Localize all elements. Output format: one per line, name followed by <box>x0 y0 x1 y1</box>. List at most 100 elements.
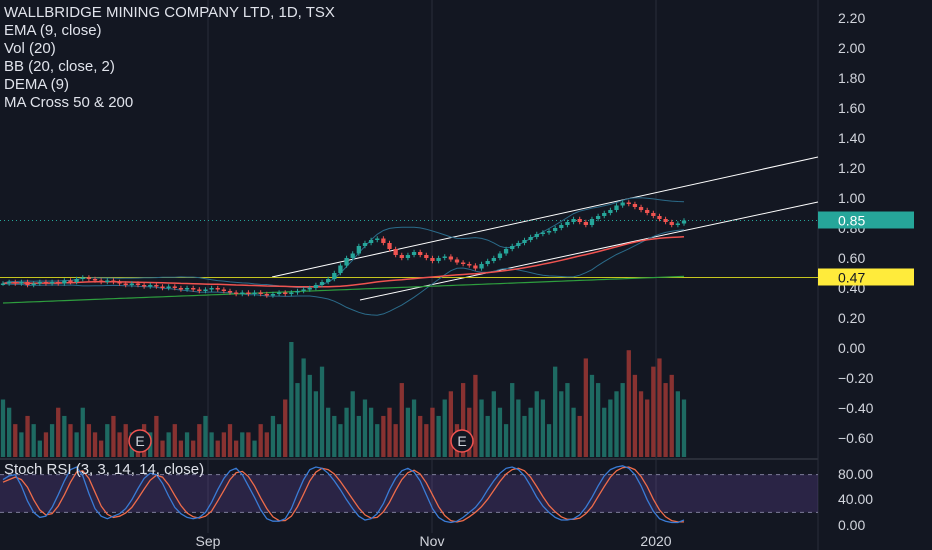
indicator-ema[interactable]: EMA (9, close) <box>4 22 102 39</box>
volume-bar <box>6 407 12 457</box>
volume-bar <box>350 391 355 457</box>
candle-body <box>350 253 355 258</box>
candle-body <box>473 265 478 269</box>
candle-body <box>448 256 454 260</box>
rsi-tick-label: 0.00 <box>838 517 865 533</box>
volume-bar <box>13 424 18 457</box>
candle-body <box>663 219 668 222</box>
trend-channel-lower <box>359 201 819 301</box>
volume-bar <box>86 424 92 457</box>
volume-bar <box>276 424 282 457</box>
candle-body <box>49 282 55 284</box>
time-tick-label: 2020 <box>640 533 671 549</box>
indicator-ma-cross[interactable]: MA Cross 50 & 200 <box>4 94 134 111</box>
volume-bar <box>0 399 6 457</box>
candle-body <box>338 265 343 273</box>
candle-body <box>283 292 288 294</box>
volume-bar <box>381 415 386 457</box>
candlesticks[interactable] <box>0 200 687 298</box>
stoch-rsi-pane <box>0 465 818 524</box>
volume-bar <box>43 432 49 457</box>
candle-body <box>246 292 251 294</box>
volume-bar <box>37 440 42 457</box>
volume-bar <box>344 407 349 457</box>
indicator-overlays <box>0 197 818 316</box>
candle-body <box>375 238 380 240</box>
volume-bar <box>92 432 98 457</box>
volume-bar <box>430 407 435 457</box>
candle-body <box>197 289 202 291</box>
candle-body <box>553 228 558 231</box>
candle-body <box>503 249 509 254</box>
volume-bar <box>74 432 79 457</box>
candle-body <box>141 285 147 287</box>
symbol-title[interactable]: WALLBRIDGE MINING COMPANY LTD, 1D, TSX <box>4 4 335 21</box>
candle-body <box>332 273 337 279</box>
stoch-k-line <box>2 465 685 524</box>
candle-body <box>657 216 662 219</box>
candle-body <box>6 282 12 284</box>
volume-bar <box>651 366 656 457</box>
candle-body <box>534 234 539 237</box>
candle-body <box>510 246 515 249</box>
candle-body <box>80 277 85 279</box>
volume-bar <box>362 399 368 457</box>
volume-bar <box>559 391 564 457</box>
volume-bar <box>184 432 190 457</box>
candle-body <box>264 294 269 296</box>
stoch-rsi-label[interactable]: Stoch RSI (3, 3, 14, 14, close) <box>4 461 205 478</box>
candle-body <box>13 282 18 284</box>
candle-body <box>614 205 619 210</box>
volume-bar <box>528 407 533 457</box>
volume-bar <box>393 424 398 457</box>
candle-body <box>43 282 49 284</box>
candle-body <box>571 219 576 222</box>
time-tick-label: Nov <box>420 533 445 549</box>
time-axis[interactable]: Sep Nov 2020 <box>196 533 672 549</box>
volume-bar <box>442 399 447 457</box>
price-tick-label: 0.00 <box>838 340 865 356</box>
price-axis[interactable]: 2.202.001.801.601.401.201.000.800.600.40… <box>818 10 914 533</box>
candle-body <box>491 258 496 261</box>
volume-bar <box>221 432 227 457</box>
candle-body <box>418 252 423 255</box>
indicator-vol[interactable]: Vol (20) <box>4 40 56 57</box>
volume-bar <box>209 432 214 457</box>
candle-body <box>577 219 582 222</box>
rsi-tick-label: 80.00 <box>838 466 873 482</box>
volume-bar <box>31 424 36 457</box>
candle-body <box>589 219 595 225</box>
volume-bar <box>553 366 558 457</box>
rsi-tick-label: 40.00 <box>838 491 873 507</box>
candle-body <box>546 231 552 233</box>
volume-bar <box>19 432 24 457</box>
candle-body <box>270 294 276 296</box>
candle-body <box>626 202 631 204</box>
candle-body <box>221 289 227 291</box>
volume-bar <box>479 399 484 457</box>
candle-body <box>430 258 435 261</box>
candle-body <box>387 243 392 249</box>
volume-bar <box>411 399 417 457</box>
candle-body <box>393 249 398 255</box>
candle-body <box>608 210 613 213</box>
volume-bar <box>485 415 490 457</box>
candle-body <box>166 286 171 288</box>
earnings-marker-label: E <box>457 433 466 449</box>
indicator-bb[interactable]: BB (20, close, 2) <box>4 58 115 75</box>
volume-bar <box>301 358 306 457</box>
volume-bar <box>405 407 411 457</box>
volume-bar <box>68 424 73 457</box>
trend-lines[interactable] <box>271 156 819 301</box>
candle-body <box>307 288 312 290</box>
volume-bar <box>534 391 539 457</box>
candle-body <box>56 282 61 284</box>
indicator-dema[interactable]: DEMA (9) <box>4 76 70 93</box>
candle-body <box>184 288 190 290</box>
price-tick-label: −0.20 <box>838 370 874 386</box>
candle-body <box>25 282 30 285</box>
volume-bar <box>332 415 337 457</box>
last-price-value: 0.85 <box>838 213 865 229</box>
